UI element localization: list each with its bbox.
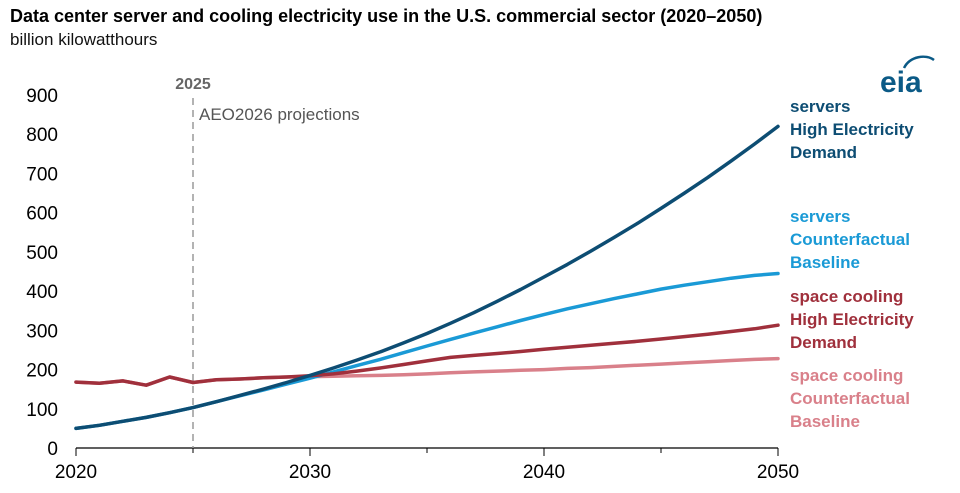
series-label-line: Baseline <box>790 253 860 272</box>
projection-marker: 2025 AEO2026 projections <box>175 76 360 448</box>
series-line-2 <box>74 323 780 387</box>
series-line-1 <box>74 271 780 431</box>
x-tick-label: 2030 <box>289 462 331 483</box>
y-tick-label: 300 <box>26 321 58 342</box>
series-label-line: Demand <box>790 333 857 352</box>
chart-subtitle: billion kilowatthours <box>10 30 158 49</box>
eia-logo-icon: eia <box>880 55 935 98</box>
x-tick-label: 2050 <box>757 462 799 483</box>
series-label-line: Demand <box>790 143 857 162</box>
projection-year-label: 2025 <box>175 76 211 93</box>
series-label-line: Baseline <box>790 412 860 431</box>
chart-title: Data center server and cooling electrici… <box>10 6 763 26</box>
y-axis-ticks: 0 100 200 300 400 500 600 700 800 900 <box>26 86 58 460</box>
y-tick-label: 200 <box>26 361 58 382</box>
y-tick-label: 400 <box>26 282 58 303</box>
series-label-line: High Electricity <box>790 310 914 329</box>
y-tick-label: 700 <box>26 164 58 185</box>
series-label-line: Counterfactual <box>790 389 910 408</box>
projection-text-label: AEO2026 projections <box>199 105 360 124</box>
y-tick-label: 600 <box>26 204 58 225</box>
logo-text: eia <box>880 66 922 98</box>
y-tick-label: 800 <box>26 125 58 146</box>
y-tick-label: 500 <box>26 243 58 264</box>
series-label-line: space cooling <box>790 287 903 306</box>
y-tick-label: 100 <box>26 400 58 421</box>
series-label-line: space cooling <box>790 366 903 385</box>
y-tick-label: 900 <box>26 86 58 107</box>
series-label-line: High Electricity <box>790 120 914 139</box>
series-labels: servers High Electricity Demand servers Coun… <box>790 97 914 431</box>
y-tick-label: 0 <box>47 439 58 460</box>
series-label-line: servers <box>790 97 851 116</box>
logo-swoosh <box>902 55 935 69</box>
series-lines <box>74 124 780 431</box>
series-line-0 <box>74 124 780 431</box>
x-tick-label: 2040 <box>523 462 565 483</box>
x-tick-label: 2020 <box>55 462 97 483</box>
x-axis-ticks: 2020 2030 2040 2050 <box>55 447 799 483</box>
series-label-line: Counterfactual <box>790 230 910 249</box>
series-label-line: servers <box>790 207 851 226</box>
